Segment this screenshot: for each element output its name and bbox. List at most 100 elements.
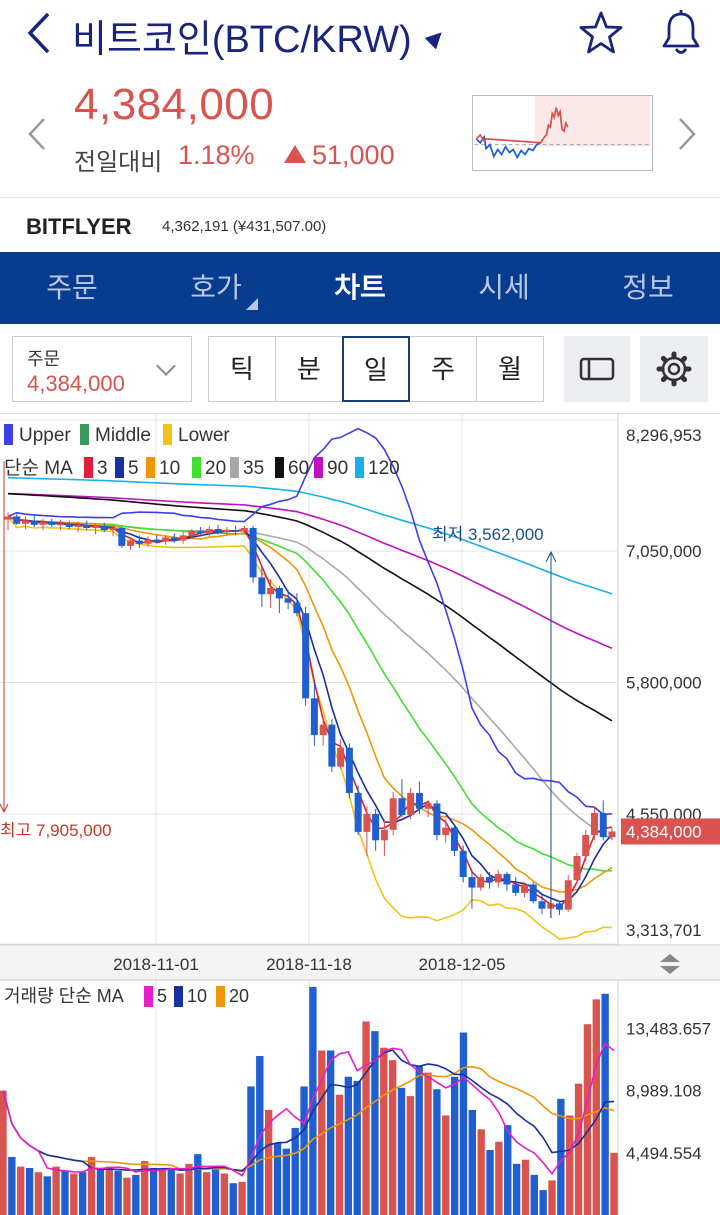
top-bar: 비트코인(BTC/KRW) — [0, 0, 720, 66]
order-price-select[interactable]: 주문 4,384,000 — [12, 336, 192, 402]
tab-orderbook[interactable]: 호가 — [144, 252, 288, 324]
candle-body — [205, 529, 213, 534]
resize-down-icon — [660, 966, 680, 974]
volume-legend-swatch — [144, 986, 153, 1007]
period-day-button[interactable]: 일 — [342, 336, 410, 402]
volume-bar — [220, 1173, 229, 1215]
ma-legend-label: 5 — [128, 458, 139, 479]
candle-body — [424, 803, 432, 809]
volume-bar — [362, 1021, 370, 1215]
price-chart[interactable]: 최고 7,905,000 최저 3,562,000 8,296,953 7,050,0… — [0, 414, 720, 1215]
ma-legend-swatch — [275, 457, 284, 478]
tab-orderbook-label: 호가 — [190, 272, 242, 303]
star-icon[interactable] — [578, 10, 624, 56]
candle-body — [529, 884, 537, 902]
volume-bar — [380, 1047, 388, 1215]
candle-body — [284, 598, 292, 603]
candle-body — [389, 798, 397, 830]
chevron-left-icon[interactable] — [26, 116, 48, 152]
ma90-line — [7, 492, 613, 650]
back-arrow-icon[interactable] — [20, 8, 60, 58]
price-y-tick-label: 8,296,953 — [626, 426, 702, 445]
volume-bar — [309, 986, 317, 1215]
legend-band-label: Lower — [178, 425, 230, 446]
tab-market[interactable]: 시세 — [478, 272, 530, 303]
x-tick-label: 2018-12-05 — [419, 955, 506, 974]
candle-body — [415, 792, 423, 809]
candle-body — [240, 527, 248, 532]
candle-body — [30, 520, 38, 525]
chart-area[interactable]: 최고 7,905,000 최저 3,562,000 8,296,953 7,050,0… — [0, 414, 720, 1215]
candle-body — [380, 829, 388, 841]
volume-bar — [424, 1072, 432, 1215]
period-selector: 틱 분 일 주 월 — [208, 336, 544, 402]
change-amount: 51,000 — [284, 140, 395, 171]
tab-caret-icon — [246, 298, 258, 310]
page-title[interactable]: 비트코인(BTC/KRW) — [72, 19, 412, 61]
volume-bar — [114, 1170, 122, 1215]
ma-legend-swatch — [230, 457, 239, 478]
layout-toggle-button[interactable] — [564, 336, 630, 402]
candle-body — [275, 587, 283, 599]
price-y-tick-label: 5,800,000 — [626, 674, 702, 693]
volume-bar — [583, 1024, 592, 1215]
volume-bar — [610, 1152, 618, 1215]
tab-info[interactable]: 정보 — [622, 272, 674, 303]
period-month-button[interactable]: 월 — [476, 336, 544, 402]
volume-bar — [176, 1173, 184, 1215]
volume-bar — [8, 1156, 16, 1215]
low-marker-arrow — [545, 550, 557, 563]
volume-bar — [592, 999, 600, 1215]
mini-intraday-chart[interactable] — [472, 95, 653, 171]
exchange-price: 4,362,191 (¥431,507.00) — [162, 218, 327, 235]
ma10-line — [7, 515, 613, 893]
volume-bar — [495, 1141, 503, 1215]
order-select-label: 주문 — [27, 349, 61, 369]
last-price-badge — [621, 818, 720, 845]
candle-body — [555, 903, 563, 910]
candle-body — [328, 724, 336, 767]
volume-bar — [504, 1125, 512, 1215]
candle-body — [197, 531, 205, 534]
legend-band-label: Upper — [19, 425, 71, 446]
candle-body — [214, 529, 222, 533]
period-week-button[interactable]: 주 — [409, 336, 477, 402]
candle-body — [337, 747, 345, 767]
candle-body — [162, 537, 170, 542]
volume-bar — [300, 1086, 308, 1215]
main-tabs: 주문 호가 차트 시세 정보 — [0, 252, 720, 324]
bell-icon[interactable] — [658, 8, 704, 58]
title-dropdown-caret-icon[interactable] — [424, 26, 448, 50]
volume-legend-title: 거래량 단순 MA — [4, 986, 124, 1006]
volume-bar — [43, 1176, 51, 1215]
high-label: 최고 7,905,000 — [0, 821, 112, 840]
candle-body — [345, 747, 353, 793]
volume-bar — [247, 1086, 255, 1215]
volume-bar — [123, 1177, 131, 1215]
exchange-row: BITFLYER 4,362,191 (¥431,507.00) — [0, 198, 720, 252]
ma-legend-title: 단순 MA — [4, 457, 73, 479]
chart-controls: 주문 4,384,000 틱 분 일 주 월 — [0, 324, 720, 414]
candle-body — [170, 537, 178, 541]
candle-body — [485, 877, 493, 883]
tab-order[interactable]: 주문 — [46, 272, 98, 303]
candle-body — [363, 814, 371, 832]
candle-body — [232, 530, 240, 532]
chevron-right-icon[interactable] — [676, 116, 698, 152]
period-minute-button[interactable]: 분 — [275, 336, 343, 402]
candle-body — [109, 527, 117, 531]
candle-body — [608, 831, 616, 838]
volume-bar — [79, 1172, 87, 1215]
candle-body — [302, 613, 310, 699]
volume-bar — [149, 1168, 158, 1215]
volume-bar — [530, 1174, 538, 1215]
volume-bar — [353, 1080, 361, 1215]
volume-bar — [388, 1060, 397, 1215]
settings-button[interactable] — [640, 336, 708, 402]
period-tick-button[interactable]: 틱 — [208, 336, 276, 402]
volume-bar — [61, 1170, 69, 1215]
candle-body — [118, 527, 126, 546]
ma-legend-swatch — [146, 457, 155, 478]
tab-chart[interactable]: 차트 — [334, 272, 386, 303]
candle-body — [39, 521, 47, 525]
